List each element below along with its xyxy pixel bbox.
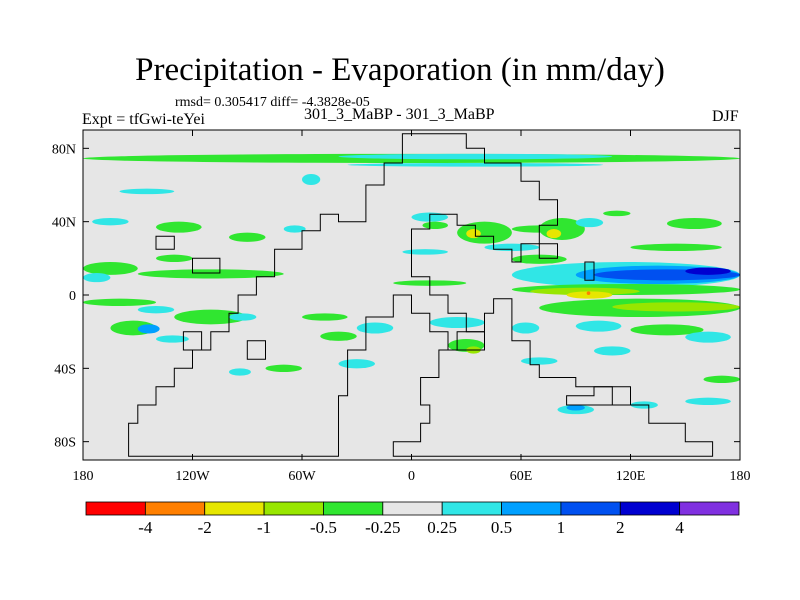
contour-patch-9 [156, 254, 193, 262]
axis-layer: 180 120W 60W 0 60E 120E 180 80N 40N 0 40S 80S [52, 130, 751, 484]
contour-patch-52 [429, 317, 485, 328]
contour-patch-32 [546, 229, 562, 239]
coastline-layer [128, 133, 714, 457]
contour-patch-39 [511, 254, 567, 264]
contour-patch-34 [603, 210, 631, 217]
contour-patch-27 [422, 221, 448, 229]
colorbar-swatch-4 [323, 501, 384, 516]
contour-patch-1 [338, 153, 613, 160]
x-tick-label: 60E [510, 469, 533, 484]
contour-patch-33 [575, 218, 604, 228]
colorbar-swatch-6 [441, 501, 502, 516]
coastline-7 [155, 235, 175, 250]
comparison-label: 301_3_MaBP - 301_3_MaBP [304, 106, 495, 123]
x-tick-label: 0 [408, 469, 415, 484]
contour-patch-21 [320, 331, 357, 341]
contour-patch-19 [156, 335, 189, 343]
contour-patch-24 [338, 359, 375, 369]
contour-patch-47 [566, 291, 613, 299]
contour-patch-6 [156, 221, 202, 233]
colorbar-label: -2 [198, 518, 212, 537]
contour-patch-18 [229, 313, 257, 321]
x-tick-label: 180 [73, 469, 94, 484]
contour-patch-60 [703, 375, 740, 384]
x-tick-label: 180 [730, 469, 751, 484]
colorbar-swatch-10 [679, 501, 740, 516]
contour-patch-20 [302, 313, 348, 321]
x-tick-label: 120W [175, 469, 210, 484]
coastline-8 [246, 340, 266, 360]
contour-patch-53 [511, 322, 540, 334]
experiment-label: Expt = tfGwi-teYei [82, 111, 205, 128]
colorbar-label: 0.25 [427, 518, 457, 537]
colorbar-label: 4 [675, 518, 684, 537]
coastline-5 [192, 257, 221, 274]
colorbar-label: -0.5 [310, 518, 337, 537]
contour-patch-17 [137, 324, 160, 334]
contour-patch-59 [521, 357, 558, 365]
coastline-0 [128, 133, 558, 457]
contour-patch-12 [137, 269, 284, 279]
colorbar-label: 0.5 [491, 518, 512, 537]
stats-text: rmsd= 0.305417 diff= -4.3828e-05 [175, 95, 370, 110]
contour-patch-23 [265, 364, 302, 373]
y-tick-label: 40S [54, 362, 76, 377]
y-tick-label: 40N [52, 216, 76, 231]
contour-patch-50 [612, 302, 740, 312]
colorbar-swatch-5 [382, 501, 443, 516]
colorbar-swatch-9 [619, 501, 681, 516]
contour-patch-28 [457, 221, 512, 244]
chart-title: Precipitation - Evaporation (in mm/day) [135, 52, 665, 88]
contour-patch-3 [119, 188, 175, 195]
colorbar-swatch-1 [144, 501, 206, 516]
coastline-4 [584, 261, 595, 281]
colorbar-swatch-2 [204, 501, 265, 516]
contour-patch-43 [685, 267, 731, 275]
x-tick-label: 60W [288, 469, 316, 484]
colorbar-label: -1 [257, 518, 271, 537]
coastline-1 [392, 298, 714, 457]
colorbar-label: -4 [138, 518, 153, 537]
y-tick-label: 80S [54, 436, 76, 451]
x-tick-label: 120E [616, 469, 646, 484]
colorbar-swatch-3 [263, 501, 324, 516]
y-tick-label: 80N [52, 142, 76, 157]
colorbar-label: -0.25 [365, 518, 400, 537]
contour-patch-4 [302, 174, 321, 185]
contour-patch-58 [594, 346, 631, 356]
colorbar-swatch-8 [560, 501, 621, 516]
contour-patch-14 [137, 306, 175, 314]
contour-patch-11 [83, 273, 111, 283]
colorbar-label: 2 [616, 518, 625, 537]
colorbar-swatch-0 [85, 501, 146, 516]
contour-patch-8 [283, 225, 306, 233]
contour-patch-13 [83, 298, 156, 307]
contour-patch-22 [356, 322, 394, 334]
contour-patch-36 [630, 243, 722, 251]
contour-patch-46 [530, 287, 640, 296]
coastline-2 [566, 386, 631, 406]
contour-patch-54 [575, 320, 622, 332]
contour-patch-10 [83, 262, 138, 275]
contour-patch-2 [347, 163, 604, 167]
contour-patch-25 [229, 368, 251, 376]
colorbar-swatch-7 [501, 501, 562, 516]
contour-patch-7 [229, 232, 266, 242]
contour-patch-5 [92, 218, 129, 226]
coastline-6 [182, 331, 203, 351]
contour-patch-37 [402, 249, 448, 255]
contour-patch-64 [685, 397, 731, 406]
contour-patch-35 [667, 218, 722, 229]
contour-patch-48 [586, 291, 591, 295]
colorbar: -4 -2 -1 -0.5 -0.25 0.25 0.5 1 2 4 [85, 501, 740, 537]
contour-patch-62 [566, 405, 585, 411]
contour-patch-55 [685, 331, 731, 343]
contour-fill-layer [83, 153, 740, 415]
contour-patch-51 [630, 324, 704, 336]
coastline-3 [538, 243, 558, 259]
y-tick-label: 0 [69, 289, 76, 304]
colorbar-label: 1 [557, 518, 566, 537]
season-label: DJF [712, 108, 739, 125]
